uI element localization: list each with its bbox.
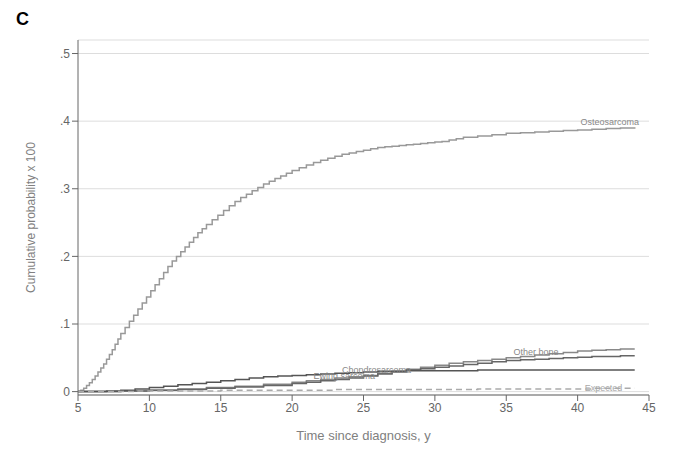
svg-text:0: 0 — [63, 385, 70, 399]
svg-text:.4: .4 — [60, 114, 70, 128]
svg-text:25: 25 — [357, 401, 371, 415]
svg-text:.3: .3 — [60, 182, 70, 196]
svg-text:15: 15 — [214, 401, 228, 415]
svg-text:Ewing sarcoma: Ewing sarcoma — [314, 371, 376, 381]
svg-text:35: 35 — [500, 401, 514, 415]
svg-text:45: 45 — [642, 401, 656, 415]
svg-text:5: 5 — [75, 401, 82, 415]
svg-text:.2: .2 — [60, 250, 70, 264]
svg-text:Other bone: Other bone — [513, 347, 558, 357]
svg-text:Time since diagnosis, y: Time since diagnosis, y — [296, 428, 431, 443]
svg-text:.1: .1 — [60, 317, 70, 331]
svg-text:20: 20 — [285, 401, 299, 415]
svg-text:Osteosarcoma: Osteosarcoma — [580, 117, 639, 127]
svg-text:Cumulative probability x 100: Cumulative probability x 100 — [24, 142, 38, 293]
svg-text:.5: .5 — [60, 47, 70, 61]
svg-text:40: 40 — [571, 401, 585, 415]
html-text:C: C — [16, 9, 29, 29]
svg-text:Expected: Expected — [585, 383, 623, 393]
svg-text:Chondrosarcoma: Chondrosarcoma — [342, 364, 412, 375]
svg-text:10: 10 — [143, 401, 157, 415]
svg-text:30: 30 — [428, 401, 442, 415]
